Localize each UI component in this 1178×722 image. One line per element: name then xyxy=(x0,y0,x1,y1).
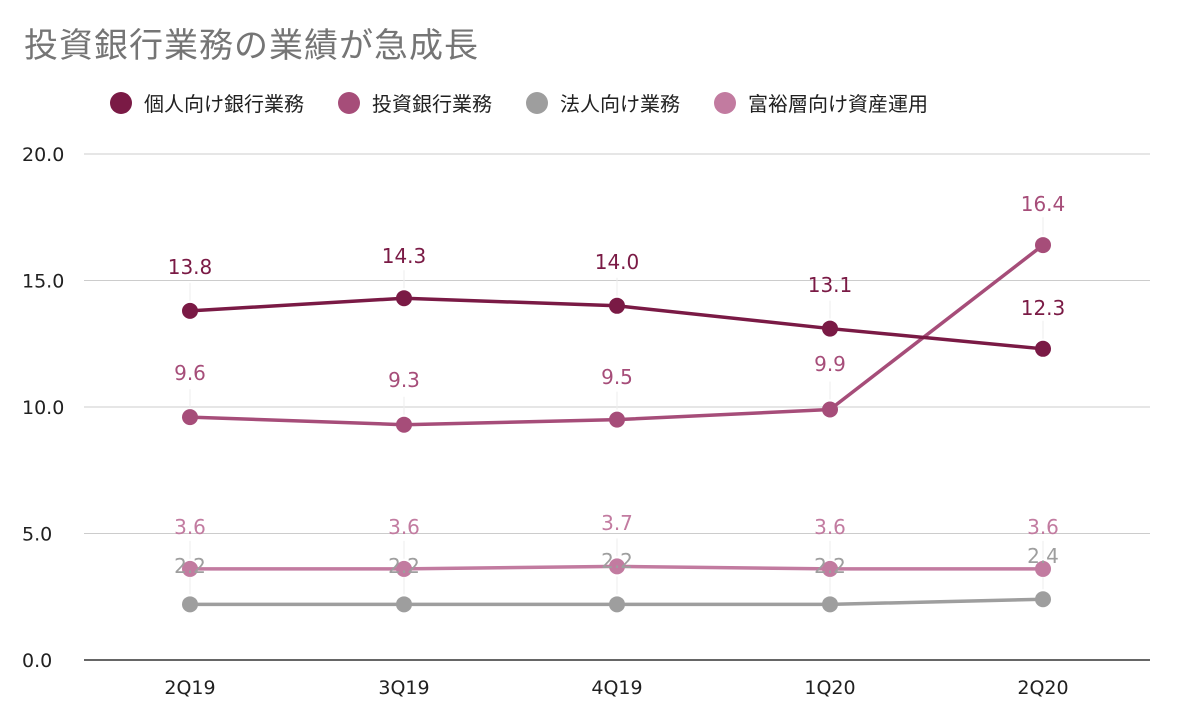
data-point xyxy=(1035,591,1051,608)
data-label: 9.3 xyxy=(388,368,420,392)
data-point xyxy=(822,560,838,577)
x-tick-label: 4Q19 xyxy=(591,677,642,699)
legend-item-corporate-business: 法人向け業務 xyxy=(526,88,680,117)
legend-label-investment-banking: 投資銀行業務 xyxy=(372,92,492,116)
data-point xyxy=(1035,237,1051,254)
data-label: 13.8 xyxy=(168,255,213,279)
data-label: 3.7 xyxy=(601,511,633,535)
data-point xyxy=(182,302,198,319)
data-label: 14.0 xyxy=(595,250,640,274)
legend-swatch-personal-banking xyxy=(110,91,132,114)
y-tick-label: 10.0 xyxy=(22,397,64,419)
y-tick-label: 20.0 xyxy=(22,144,64,166)
data-point xyxy=(182,596,198,613)
legend-label-personal-banking: 個人向け銀行業務 xyxy=(144,92,304,116)
legend-item-personal-banking: 個人向け銀行業務 xyxy=(110,88,304,117)
data-point xyxy=(1035,340,1051,357)
legend-swatch-investment-banking xyxy=(338,91,360,114)
data-point xyxy=(822,320,838,337)
data-point xyxy=(182,409,198,426)
data-point xyxy=(822,401,838,418)
legend-item-wealth-management: 富裕層向け資産運用 xyxy=(714,88,928,117)
legend-label-corporate-business: 法人向け業務 xyxy=(560,92,680,116)
x-tick-label: 1Q20 xyxy=(804,677,855,699)
data-point xyxy=(182,560,198,577)
data-point xyxy=(609,297,625,314)
data-label: 14.3 xyxy=(382,244,427,268)
data-point xyxy=(609,411,625,428)
data-point xyxy=(396,596,412,613)
data-point xyxy=(1035,560,1051,577)
data-label: 2.2 xyxy=(174,554,206,578)
data-label: 2.2 xyxy=(388,554,420,578)
data-point xyxy=(396,560,412,577)
data-label: 2.2 xyxy=(814,554,846,578)
data-label: 3.6 xyxy=(814,515,846,539)
data-point xyxy=(609,596,625,613)
chart-title: 投資銀行業務の業績が急成長 xyxy=(24,26,479,66)
y-tick-label: 15.0 xyxy=(22,271,64,293)
x-tick-label: 3Q19 xyxy=(378,677,429,699)
data-label: 9.6 xyxy=(174,361,206,385)
data-label: 12.3 xyxy=(1021,296,1066,320)
y-tick-label: 0.0 xyxy=(22,650,52,672)
data-point xyxy=(396,290,412,307)
legend-label-wealth-management: 富裕層向け資産運用 xyxy=(748,92,928,116)
data-label: 2.4 xyxy=(1027,544,1059,568)
x-tick-label: 2Q19 xyxy=(164,677,215,699)
data-label: 13.1 xyxy=(808,273,853,297)
data-point xyxy=(822,596,838,613)
data-label: 9.5 xyxy=(601,365,633,389)
y-tick-label: 5.0 xyxy=(22,524,52,546)
data-point xyxy=(396,416,412,433)
chart-legend: 個人向け銀行業務 投資銀行業務 法人向け業務 富裕層向け資産運用 xyxy=(110,88,928,117)
x-tick-label: 2Q20 xyxy=(1017,677,1068,699)
data-point xyxy=(609,558,625,575)
data-label: 9.9 xyxy=(814,352,846,376)
legend-item-investment-banking: 投資銀行業務 xyxy=(338,88,492,117)
legend-swatch-wealth-management xyxy=(714,91,736,114)
legend-swatch-corporate-business xyxy=(526,91,548,114)
data-label: 3.6 xyxy=(174,515,206,539)
data-label: 16.4 xyxy=(1021,192,1066,216)
data-label: 3.6 xyxy=(1027,515,1059,539)
data-label: 3.6 xyxy=(388,515,420,539)
data-label: 2.2 xyxy=(601,549,633,573)
